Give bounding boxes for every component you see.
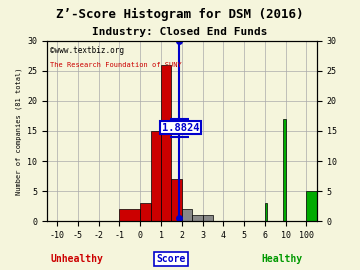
Bar: [150, 131, 161, 221]
Y-axis label: Number of companies (81 total): Number of companies (81 total): [15, 67, 22, 195]
Text: The Research Foundation of SUNY: The Research Foundation of SUNY: [50, 62, 181, 68]
Text: Industry: Closed End Funds: Industry: Closed End Funds: [92, 27, 268, 37]
Bar: [182, 209, 192, 221]
Bar: [306, 191, 327, 221]
Text: Score: Score: [156, 254, 186, 264]
Bar: [120, 209, 140, 221]
Bar: [265, 203, 267, 221]
Bar: [192, 215, 203, 221]
Text: Healthy: Healthy: [261, 254, 302, 264]
Text: Z’-Score Histogram for DSM (2016): Z’-Score Histogram for DSM (2016): [56, 8, 304, 21]
Text: 1.8824: 1.8824: [162, 123, 199, 133]
Bar: [161, 65, 171, 221]
Text: Unhealthy: Unhealthy: [50, 254, 103, 264]
Bar: [203, 215, 213, 221]
Bar: [140, 203, 150, 221]
Text: ©www.textbiz.org: ©www.textbiz.org: [50, 46, 123, 55]
Bar: [283, 119, 286, 221]
Bar: [171, 179, 182, 221]
